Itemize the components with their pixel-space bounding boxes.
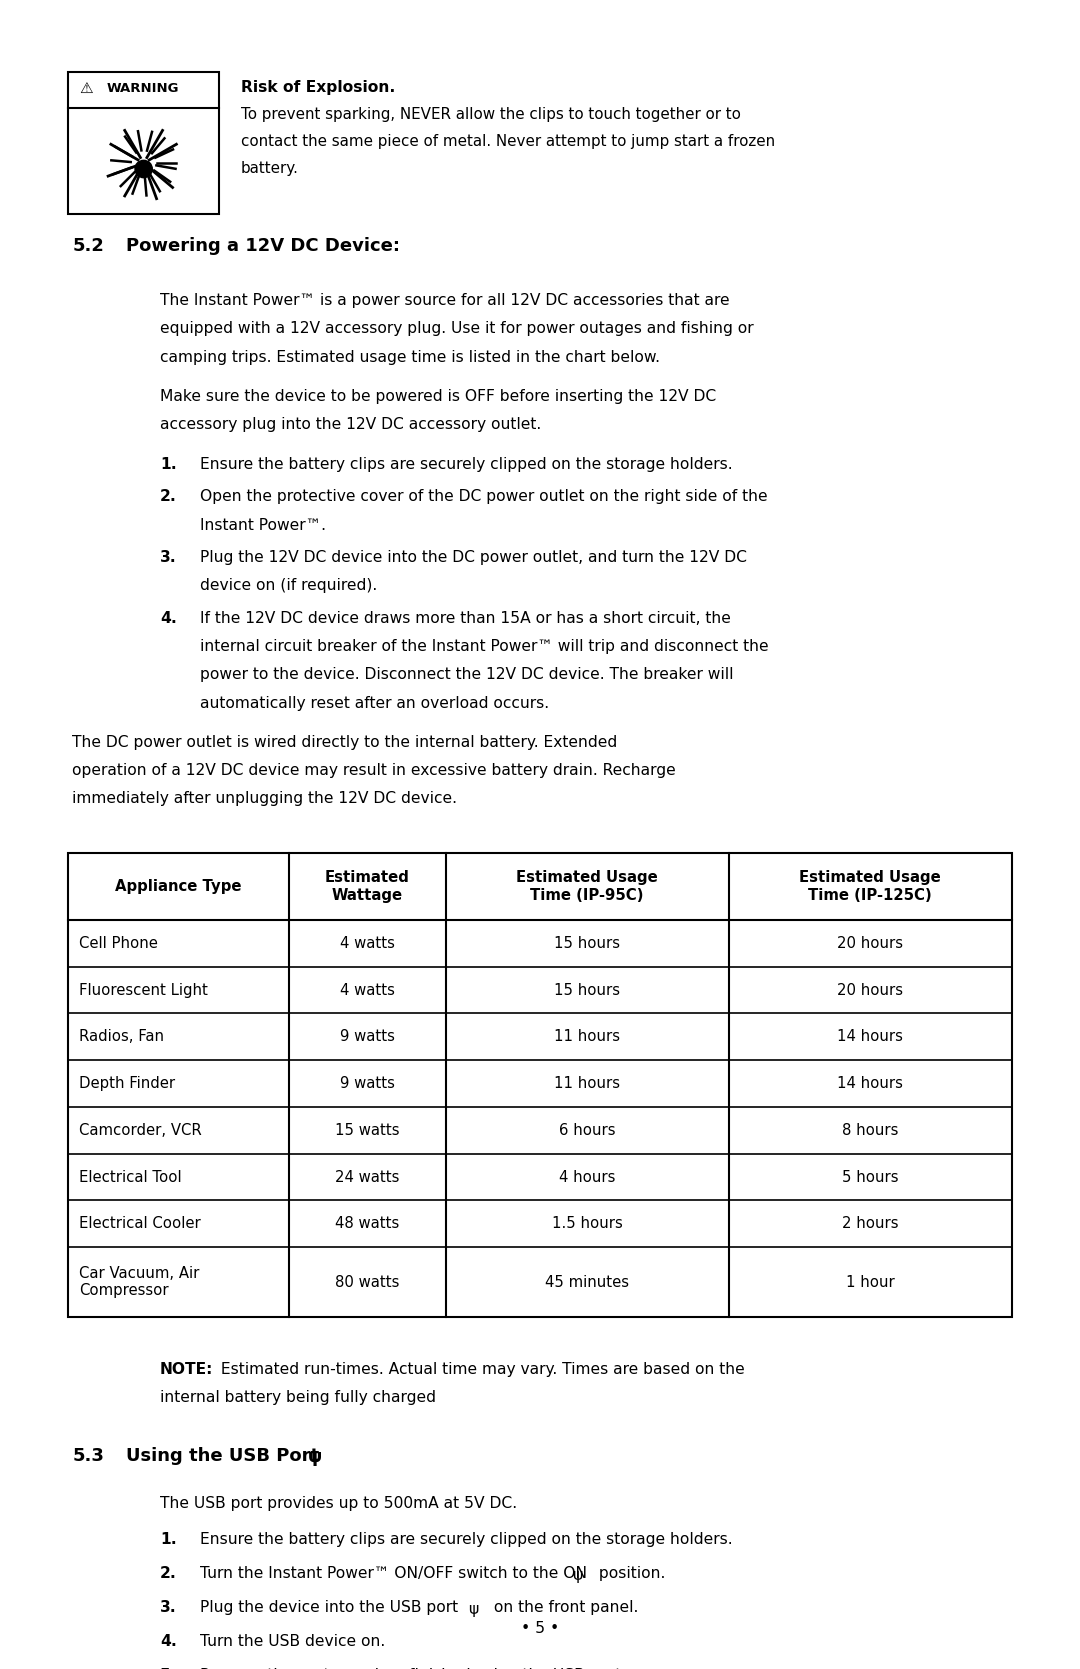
Text: The USB port provides up to 500mA at 5V DC.: The USB port provides up to 500mA at 5V … bbox=[160, 1497, 517, 1512]
Text: Using the USB Port: Using the USB Port bbox=[126, 1447, 326, 1465]
Text: Plug the device into the USB port: Plug the device into the USB port bbox=[200, 1601, 463, 1616]
Text: equipped with a 12V accessory plug. Use it for power outages and fishing or: equipped with a 12V accessory plug. Use … bbox=[160, 322, 754, 337]
Text: 80 watts: 80 watts bbox=[335, 1275, 400, 1290]
Text: Electrical Cooler: Electrical Cooler bbox=[79, 1217, 201, 1232]
Text: 1.: 1. bbox=[160, 1532, 177, 1547]
Text: camping trips. Estimated usage time is listed in the chart below.: camping trips. Estimated usage time is l… bbox=[160, 350, 660, 364]
Text: Radios, Fan: Radios, Fan bbox=[79, 1030, 164, 1045]
Text: power to the device. Disconnect the 12V DC device. The breaker will: power to the device. Disconnect the 12V … bbox=[200, 668, 733, 683]
Text: 3.: 3. bbox=[160, 1601, 177, 1616]
Text: contact the same piece of metal. Never attempt to jump start a frozen: contact the same piece of metal. Never a… bbox=[241, 134, 775, 149]
Text: position.: position. bbox=[594, 1566, 665, 1581]
Text: Instant Power™.: Instant Power™. bbox=[200, 517, 326, 532]
Text: 9 watts: 9 watts bbox=[340, 1030, 394, 1045]
Text: Depth Finder: Depth Finder bbox=[79, 1077, 175, 1092]
Text: ψ: ψ bbox=[572, 1567, 582, 1582]
Text: 8 hours: 8 hours bbox=[842, 1123, 899, 1138]
Text: 20 hours: 20 hours bbox=[837, 983, 903, 998]
Text: Fluorescent Light: Fluorescent Light bbox=[79, 983, 207, 998]
Text: Plug the 12V DC device into the DC power outlet, and turn the 12V DC: Plug the 12V DC device into the DC power… bbox=[200, 551, 746, 566]
Text: Estimated Usage
Time (IP-95C): Estimated Usage Time (IP-95C) bbox=[516, 871, 658, 903]
Text: To prevent sparking, NEVER allow the clips to touch together or to: To prevent sparking, NEVER allow the cli… bbox=[241, 107, 741, 122]
Text: Turn the Instant Power™ ON/OFF switch to the ON: Turn the Instant Power™ ON/OFF switch to… bbox=[200, 1566, 592, 1581]
Text: Estimated Usage
Time (IP-125C): Estimated Usage Time (IP-125C) bbox=[799, 871, 942, 903]
Text: The Instant Power™ is a power source for all 12V DC accessories that are: The Instant Power™ is a power source for… bbox=[160, 294, 729, 309]
Text: NOTE:: NOTE: bbox=[160, 1362, 213, 1377]
Text: Estimated
Wattage: Estimated Wattage bbox=[325, 871, 409, 903]
Text: 48 watts: 48 watts bbox=[335, 1217, 400, 1232]
Text: 20 hours: 20 hours bbox=[837, 936, 903, 951]
Text: 4.: 4. bbox=[160, 1634, 177, 1649]
Text: on the front panel.: on the front panel. bbox=[489, 1601, 638, 1616]
Text: 2 hours: 2 hours bbox=[842, 1217, 899, 1232]
Text: internal circuit breaker of the Instant Power™ will trip and disconnect the: internal circuit breaker of the Instant … bbox=[200, 639, 769, 654]
Circle shape bbox=[135, 160, 152, 177]
Text: 5.3: 5.3 bbox=[72, 1447, 105, 1465]
Text: If the 12V DC device draws more than 15A or has a short circuit, the: If the 12V DC device draws more than 15A… bbox=[200, 611, 731, 626]
Text: 4 watts: 4 watts bbox=[340, 936, 394, 951]
Text: Electrical Tool: Electrical Tool bbox=[79, 1170, 181, 1185]
Text: battery.: battery. bbox=[241, 162, 299, 177]
Text: ⚠: ⚠ bbox=[79, 80, 93, 95]
Text: 6 hours: 6 hours bbox=[559, 1123, 616, 1138]
Text: device on (if required).: device on (if required). bbox=[200, 579, 377, 594]
Text: 9 watts: 9 watts bbox=[340, 1077, 394, 1092]
Text: 1.: 1. bbox=[160, 457, 177, 472]
Text: Appliance Type: Appliance Type bbox=[116, 880, 242, 895]
Text: Ensure the battery clips are securely clipped on the storage holders.: Ensure the battery clips are securely cl… bbox=[200, 457, 732, 472]
Text: Cell Phone: Cell Phone bbox=[79, 936, 158, 951]
Text: Estimated run-times. Actual time may vary. Times are based on the: Estimated run-times. Actual time may var… bbox=[216, 1362, 745, 1377]
Text: Car Vacuum, Air
Compressor: Car Vacuum, Air Compressor bbox=[79, 1267, 199, 1298]
Text: accessory plug into the 12V DC accessory outlet.: accessory plug into the 12V DC accessory… bbox=[160, 417, 541, 432]
Text: Make sure the device to be powered is OFF before inserting the 12V DC: Make sure the device to be powered is OF… bbox=[160, 389, 716, 404]
Text: WARNING: WARNING bbox=[107, 82, 179, 95]
Text: 5 hours: 5 hours bbox=[842, 1170, 899, 1185]
Text: The DC power outlet is wired directly to the internal battery. Extended: The DC power outlet is wired directly to… bbox=[72, 734, 618, 749]
Text: 24 watts: 24 watts bbox=[335, 1170, 400, 1185]
Text: 45 minutes: 45 minutes bbox=[545, 1275, 630, 1290]
Text: Camcorder, VCR: Camcorder, VCR bbox=[79, 1123, 202, 1138]
Text: Powering a 12V DC Device:: Powering a 12V DC Device: bbox=[126, 237, 401, 255]
Text: 15 hours: 15 hours bbox=[554, 936, 620, 951]
Text: 1 hour: 1 hour bbox=[846, 1275, 894, 1290]
Text: 5.2: 5.2 bbox=[72, 237, 105, 255]
Text: 4.: 4. bbox=[160, 611, 177, 626]
Text: • 5 •: • 5 • bbox=[521, 1621, 559, 1636]
Text: 11 hours: 11 hours bbox=[554, 1077, 620, 1092]
Text: automatically reset after an overload occurs.: automatically reset after an overload oc… bbox=[200, 696, 549, 711]
Text: Risk of Explosion.: Risk of Explosion. bbox=[241, 80, 395, 95]
Text: 14 hours: 14 hours bbox=[837, 1077, 903, 1092]
Text: 2.: 2. bbox=[160, 489, 177, 504]
Text: Ensure the battery clips are securely clipped on the storage holders.: Ensure the battery clips are securely cl… bbox=[200, 1532, 732, 1547]
Text: Turn the USB device on.: Turn the USB device on. bbox=[200, 1634, 386, 1649]
Text: 14 hours: 14 hours bbox=[837, 1030, 903, 1045]
Text: ψ: ψ bbox=[468, 1602, 477, 1617]
Text: 3.: 3. bbox=[160, 551, 177, 566]
Text: 1.5 hours: 1.5 hours bbox=[552, 1217, 622, 1232]
Text: Open the protective cover of the DC power outlet on the right side of the: Open the protective cover of the DC powe… bbox=[200, 489, 768, 504]
Text: immediately after unplugging the 12V DC device.: immediately after unplugging the 12V DC … bbox=[72, 791, 457, 806]
Text: 4 watts: 4 watts bbox=[340, 983, 394, 998]
Text: 15 hours: 15 hours bbox=[554, 983, 620, 998]
Text: 11 hours: 11 hours bbox=[554, 1030, 620, 1045]
Text: 15 watts: 15 watts bbox=[335, 1123, 400, 1138]
Text: internal battery being fully charged: internal battery being fully charged bbox=[160, 1390, 436, 1405]
Text: operation of a 12V DC device may result in excessive battery drain. Recharge: operation of a 12V DC device may result … bbox=[72, 763, 676, 778]
Text: ψ: ψ bbox=[308, 1449, 322, 1467]
Text: 2.: 2. bbox=[160, 1566, 177, 1581]
Text: 4 hours: 4 hours bbox=[559, 1170, 616, 1185]
